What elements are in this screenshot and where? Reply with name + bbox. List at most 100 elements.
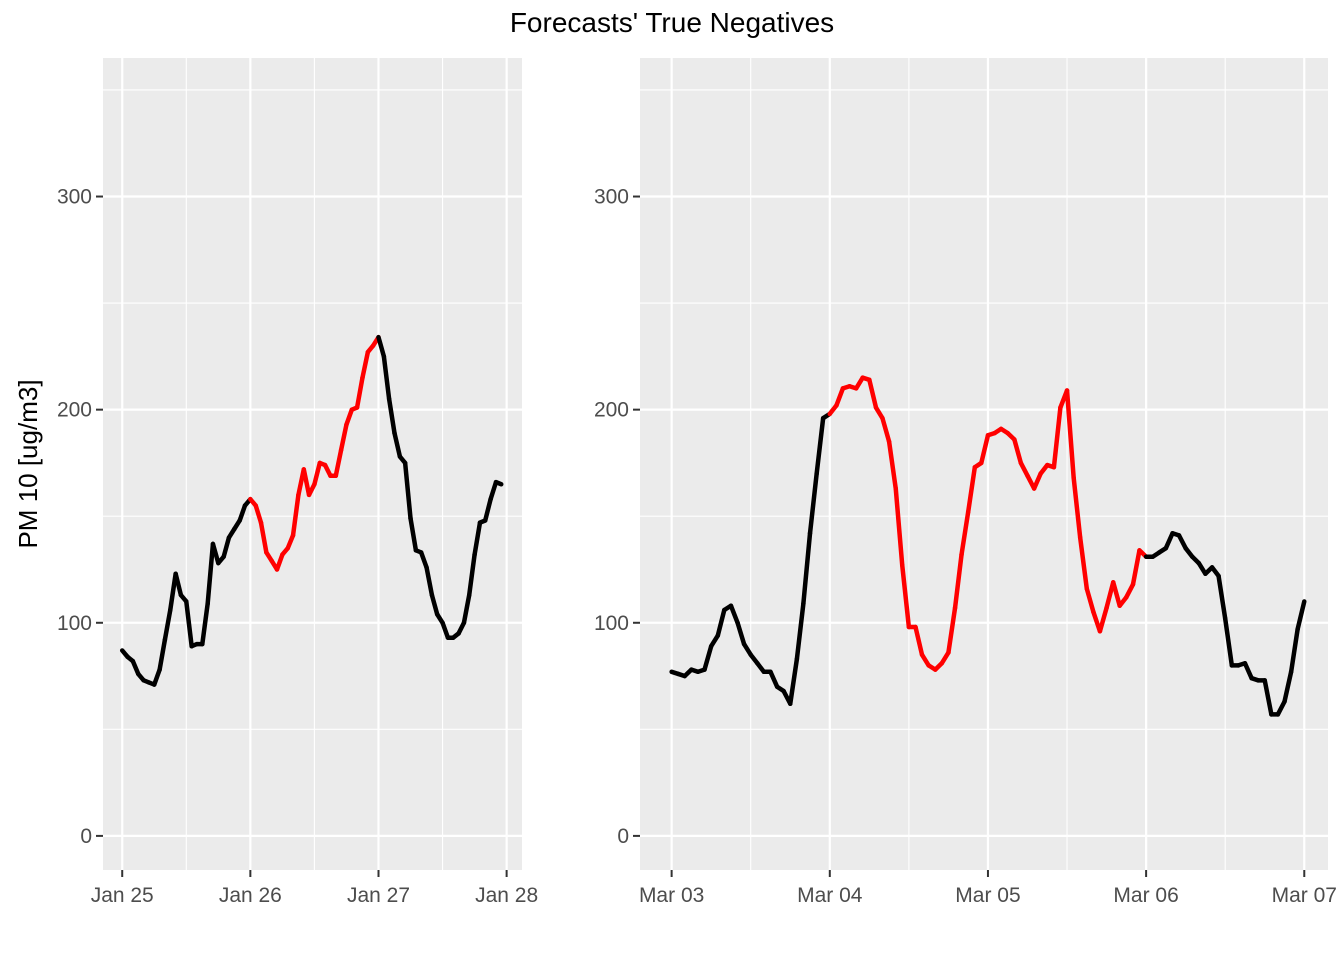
series-segment [205, 541, 216, 606]
series-segment-highlight [1018, 460, 1030, 478]
x-tick-label: Mar 05 [955, 884, 1020, 907]
series-segment-highlight [893, 486, 905, 568]
x-tick-label: Jan 27 [347, 884, 410, 907]
series-segment [429, 592, 440, 617]
y-tick-label: 200 [57, 399, 92, 422]
series-segment-highlight [952, 552, 964, 611]
series-segment [152, 667, 162, 687]
series-segment-highlight [946, 605, 958, 655]
series-segment [440, 620, 451, 640]
series-segment [814, 415, 826, 476]
series-segment [801, 531, 813, 606]
series-segment [493, 479, 504, 487]
series-segment-highlight [1110, 580, 1122, 608]
series-segment [466, 552, 477, 598]
panel-right: 0 100 200 300 Mar 03 Mar 04 Mar 05 Mar 06 Mar 07 [594, 58, 1337, 907]
y-tick-label: 300 [57, 186, 92, 209]
series-segment-highlight [301, 467, 312, 498]
panel-background [103, 58, 522, 870]
series-segment [715, 607, 727, 638]
series-segment-highlight [880, 415, 892, 444]
series-segment-highlight [834, 386, 846, 408]
series-segment [728, 603, 740, 626]
series-segment-highlight [1051, 405, 1063, 470]
series-segment [130, 658, 141, 677]
series-segment [1163, 531, 1175, 551]
panel-background [640, 58, 1328, 870]
series-segment-highlight [886, 439, 898, 491]
series-segment-highlight [1012, 437, 1024, 466]
series-segment [1222, 616, 1235, 668]
series-segment-highlight [338, 422, 349, 453]
series-segment-highlight [1124, 582, 1136, 600]
x-tick-label: Mar 07 [1272, 884, 1337, 907]
series-segment-highlight [1031, 471, 1043, 491]
series-segment-highlight [1097, 605, 1109, 634]
series-segment [221, 535, 232, 559]
series-segment [488, 479, 499, 502]
series-segment-highlight [258, 520, 269, 555]
y-tick-label: 300 [594, 186, 629, 209]
series-segment [1275, 699, 1287, 717]
x-tick-label: Jan 28 [475, 884, 538, 907]
series-segment [418, 550, 429, 570]
series-segment [210, 541, 221, 566]
series-segment [461, 592, 472, 626]
series-segment [788, 656, 800, 707]
series-segment [381, 354, 392, 402]
series-segment-highlight [899, 562, 912, 630]
series-segment-highlight [959, 509, 971, 557]
x-tick-label: Jan 25 [91, 884, 154, 907]
y-tick-label: 100 [57, 612, 92, 635]
series-segment [184, 599, 194, 649]
series-segment-highlight [1084, 586, 1096, 615]
series-segment-highlight [312, 460, 323, 487]
series-segment [237, 503, 248, 523]
series-segment-highlight [965, 464, 978, 515]
x-tick-label: Mar 03 [639, 884, 704, 907]
series-segment-highlight [253, 503, 264, 525]
y-tick-label: 0 [80, 825, 92, 848]
series-segment [173, 571, 184, 598]
series-segment [1282, 669, 1294, 704]
series-segment [168, 571, 178, 613]
panel-left: 0 100 200 300 Jan 25 Jan 26 Jan 27 Jan 28 [57, 58, 538, 907]
chart-title: Forecasts' True Negatives [510, 7, 834, 38]
series-segment [1176, 533, 1188, 551]
series-segment [482, 496, 493, 523]
series-segment-highlight [1130, 548, 1142, 587]
y-tick-label: 200 [594, 399, 629, 422]
series-segment [376, 334, 387, 359]
series-segment [794, 601, 806, 662]
series-segment-highlight [344, 407, 355, 427]
series-segment [157, 637, 168, 672]
series-segment-highlight [1071, 475, 1083, 540]
series-segment-highlight [1064, 388, 1076, 481]
series-segment [1242, 661, 1254, 681]
series-segment [200, 601, 210, 647]
x-tick-label: Mar 04 [797, 884, 863, 907]
x-tick-label: Jan 26 [219, 884, 282, 907]
series-segment-highlight [360, 349, 371, 380]
series-segment-highlight [274, 552, 285, 572]
x-tick-label: Mar 06 [1113, 884, 1178, 907]
y-axis-label: PM 10 [ug/m3] [13, 379, 43, 548]
series-segment [1288, 626, 1300, 675]
series-segment [386, 396, 397, 436]
series-segment [1216, 573, 1228, 621]
series-segment-highlight [333, 447, 344, 478]
series-segment [162, 607, 173, 643]
y-tick-label: 0 [617, 825, 629, 848]
series-segment [408, 516, 419, 553]
series-segment [402, 460, 413, 521]
series-segment-highlight [290, 492, 301, 538]
series-segment [702, 643, 714, 672]
series-segment-highlight [979, 432, 991, 466]
series-segment [1262, 678, 1274, 717]
series-segment-highlight [867, 377, 879, 410]
series-segment [424, 565, 435, 598]
series-segment [392, 430, 403, 459]
series-segment [1295, 599, 1307, 632]
series-segment [768, 669, 780, 689]
